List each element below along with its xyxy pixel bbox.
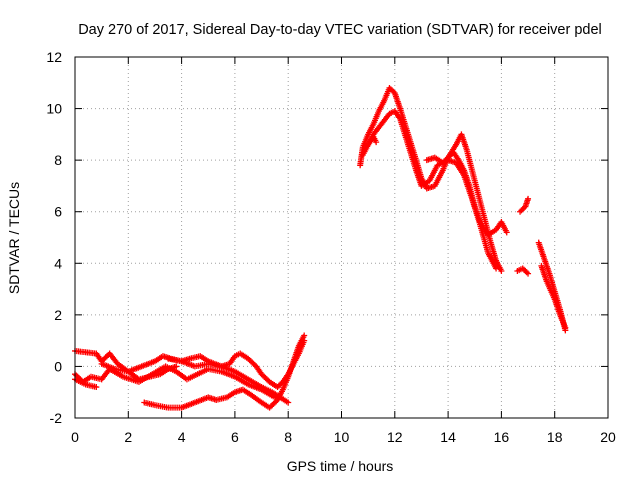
data-point [373, 139, 380, 146]
y-tick-label: -2 [50, 410, 63, 426]
data-point [503, 229, 510, 236]
series-strand-f [165, 337, 308, 391]
x-tick-label: 2 [124, 429, 132, 445]
chart-title: Day 270 of 2017, Sidereal Day-to-day VTE… [78, 22, 602, 38]
series-strand-k [517, 195, 532, 215]
x-tick-label: 4 [178, 429, 186, 445]
data-point [525, 195, 532, 202]
x-tick-label: 12 [387, 429, 403, 445]
x-tick-label: 8 [284, 429, 292, 445]
x-tick-label: 14 [440, 429, 456, 445]
y-axis-label: SDTVAR / TECUs [6, 182, 22, 294]
data-point [301, 337, 308, 344]
data-points [72, 84, 569, 411]
data-point [390, 88, 397, 95]
x-tick-label: 20 [600, 429, 616, 445]
series-strand-e [141, 332, 308, 411]
data-point [498, 268, 505, 275]
data-point [273, 398, 280, 405]
x-tick-label: 10 [334, 429, 350, 445]
y-tick-label: 4 [54, 255, 62, 271]
y-tick-label: 2 [54, 307, 62, 323]
axis-ticks: 0 2 4 6 8 10 12 14 16 18 20 -2 0 2 4 6 8 10 12 [46, 49, 616, 445]
data-point [525, 270, 532, 277]
y-tick-label: 12 [46, 49, 62, 65]
series-strand-b [72, 363, 278, 401]
data-point [173, 363, 180, 370]
y-tick-label: 6 [54, 204, 62, 220]
data-point [562, 324, 569, 331]
x-tick-label: 16 [494, 429, 510, 445]
data-point [285, 399, 292, 406]
x-tick-label: 6 [231, 429, 239, 445]
grid-lines [75, 57, 608, 418]
x-tick-label: 18 [547, 429, 563, 445]
y-tick-label: 8 [54, 152, 62, 168]
series-strand-l [514, 265, 532, 277]
data-point [93, 384, 100, 391]
series-strand-j [365, 133, 380, 148]
series-strand-c [72, 376, 100, 391]
x-axis-label: GPS time / hours [287, 458, 394, 474]
series-strand-i [423, 149, 510, 238]
data-point [523, 269, 530, 276]
y-tick-label: 10 [46, 101, 62, 117]
series-strand-n [538, 262, 569, 331]
data-point [301, 332, 308, 339]
y-tick-label: 0 [54, 358, 62, 374]
data-point [493, 265, 500, 272]
x-tick-label: 0 [71, 429, 79, 445]
